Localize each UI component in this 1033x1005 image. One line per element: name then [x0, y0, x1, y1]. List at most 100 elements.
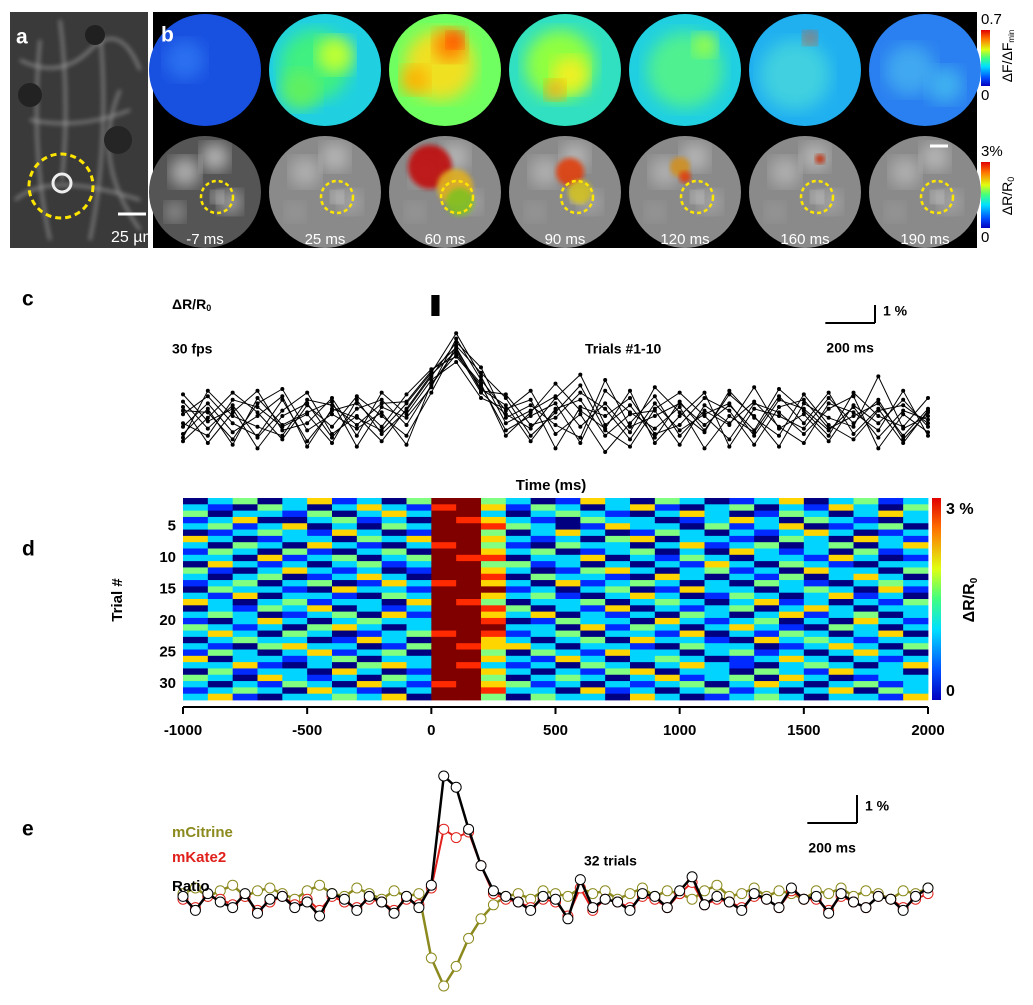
heatmap-cell — [903, 548, 929, 556]
data-point — [438, 823, 450, 835]
heatmap-cell — [282, 554, 308, 562]
heatmap-cell — [307, 693, 333, 701]
heatmap-cell — [183, 636, 209, 644]
heatmap-cell — [406, 567, 432, 575]
heatmap-cell — [232, 548, 258, 556]
heatmap-cell — [828, 681, 854, 688]
data-point — [528, 410, 533, 415]
heatmap-cell — [704, 567, 730, 575]
heatmap-cell — [729, 561, 755, 568]
heatmap-cell — [406, 586, 432, 594]
heatmap-cell — [332, 693, 358, 701]
heatmap-cell — [332, 674, 358, 682]
data-point — [752, 442, 757, 447]
heatmap-cell — [555, 498, 581, 505]
heatmap-cell — [307, 668, 333, 676]
data-point — [578, 424, 583, 429]
heatmap-cell — [853, 561, 879, 568]
data-point — [553, 446, 558, 451]
heatmap-cell — [282, 535, 308, 543]
heatmap-cell — [232, 510, 258, 518]
data-point — [537, 890, 549, 902]
data-point — [404, 423, 409, 427]
data-point — [429, 381, 434, 386]
heatmap-cell — [381, 693, 407, 701]
heatmap-cell — [630, 630, 656, 638]
data-point — [503, 415, 508, 420]
heatmap-cell — [555, 662, 581, 669]
heatmap-cell — [580, 611, 606, 619]
x-tick-label: 500 — [543, 722, 568, 739]
heatmap-cell — [232, 662, 258, 669]
heatmap-cell — [580, 668, 606, 676]
heatmap-cell — [356, 542, 383, 549]
heatmap-cell — [903, 498, 929, 505]
heatmap-cell — [505, 668, 532, 676]
heatmap-cell — [183, 561, 209, 568]
heatmap-cell — [505, 504, 532, 512]
data-point — [181, 399, 185, 404]
heatmap-cell — [803, 605, 830, 613]
heatmap-cell — [183, 516, 209, 524]
data-point — [851, 390, 856, 395]
data-point — [450, 960, 462, 972]
data-point — [901, 388, 906, 393]
heatmap-cell — [530, 630, 556, 638]
heatmap-cell — [828, 687, 854, 695]
heatmap-cell — [530, 681, 556, 688]
heatmap-cell — [406, 649, 432, 657]
heatmap-cell — [903, 617, 929, 625]
data-point — [479, 388, 483, 393]
heatmap-cell — [903, 510, 929, 518]
heatmap-cell — [654, 592, 681, 600]
heatmap-cell — [754, 624, 780, 631]
data-point — [628, 444, 632, 449]
heatmap-cell — [679, 542, 705, 549]
heatmap-cell — [232, 605, 258, 613]
heatmap-cell — [630, 498, 656, 505]
heatmap-cell — [530, 498, 556, 505]
heatmap-cell — [431, 592, 457, 600]
data-point — [652, 394, 657, 399]
heatmap-cell — [803, 674, 830, 682]
data-point — [528, 388, 533, 393]
roi-circle — [319, 179, 355, 215]
heatmap-cell — [605, 668, 631, 676]
heatmap-cell — [729, 599, 755, 606]
heatmap-cell — [654, 599, 681, 606]
blob — [885, 202, 905, 222]
heatmap-cell — [307, 681, 333, 688]
heatmap-cell — [505, 636, 532, 644]
data-point — [652, 414, 657, 418]
data-point — [628, 396, 632, 400]
data-point — [276, 890, 288, 902]
heatmap-cell — [505, 523, 532, 530]
panel-label: a — [16, 26, 28, 49]
blob — [338, 190, 362, 214]
blob — [890, 157, 920, 187]
heatmap-cell — [332, 516, 358, 524]
heatmap-cell — [406, 681, 432, 688]
data-point — [528, 439, 533, 444]
heatmap-cell — [530, 504, 556, 512]
heatmap-cell — [431, 580, 457, 587]
heatmap-cell — [505, 586, 532, 594]
heatmap-cell — [555, 573, 581, 581]
heatmap-cell — [406, 535, 432, 543]
data-point — [463, 932, 475, 944]
heatmap-cell — [654, 617, 681, 625]
heatmap-cell — [679, 554, 705, 562]
heatmap-cell — [207, 523, 234, 530]
heatmap-cell — [257, 617, 283, 625]
heatmap-cell — [729, 662, 755, 669]
heatmap-cell — [828, 561, 854, 568]
heatmap-cell — [754, 655, 780, 663]
ratio-image — [389, 136, 501, 248]
data-point — [777, 433, 781, 438]
heatmap-cell — [555, 687, 581, 695]
heatmap-cell — [332, 504, 358, 512]
heatmap-cell — [803, 687, 830, 695]
heatmap-cell — [679, 592, 705, 600]
heatmap-cell — [530, 592, 556, 600]
colorbar-label-main: ΔR/R — [999, 182, 1015, 215]
